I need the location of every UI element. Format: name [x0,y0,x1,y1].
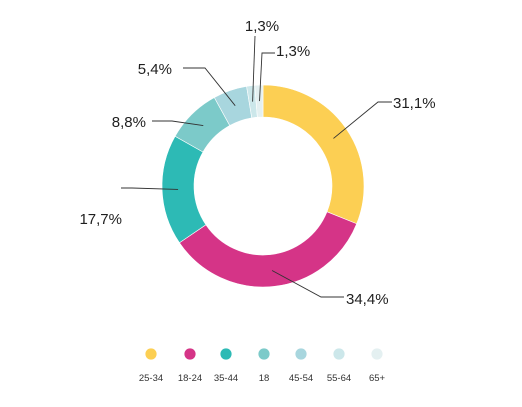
data-label-18: 8,8% [112,114,146,131]
legend-label-25-34: 25-34 [139,373,163,384]
legend-label-18-24: 18-24 [178,373,202,384]
legend-marker-45-54 [295,348,307,360]
leader-line-35-44 [121,187,179,190]
legend-label-35-44: 35-44 [214,373,238,384]
slice-25-34 [262,84,365,225]
slice-18-24 [179,211,358,288]
legend-marker-55-64 [333,348,345,360]
legend-marker-65 [371,348,383,360]
leader-line-18 [152,120,204,126]
data-label-25-34: 31,1% [393,95,436,112]
data-labels: 31,1% 34,4% 17,7% 8,8% 5,4% 1,3% 1,3% [79,18,435,308]
legend-label-45-54: 45-54 [289,373,313,384]
leader-line-55-64 [252,35,256,102]
data-label-35-44: 17,7% [79,211,122,228]
legend-label-55-64: 55-64 [327,373,351,384]
legend-marker-35-44 [220,348,232,360]
legend-marker-18 [258,348,270,360]
legend-marker-18-24 [184,348,196,360]
leader-line-65 [259,52,275,102]
legend-label-65: 65+ [369,373,386,384]
data-label-18-24: 34,4% [346,291,389,308]
donut-slices [161,84,365,288]
leader-line-25-34 [333,101,392,139]
legend-marker-25-34 [145,348,157,360]
legend: 25-34 18-24 35-44 18 45-54 55-64 65+ [139,348,386,384]
data-label-65: 1,3% [276,43,310,60]
data-label-45-54: 5,4% [138,61,172,78]
leader-line-18-24 [271,270,344,298]
slice-65 [254,84,264,118]
legend-label-18: 18 [259,373,270,384]
leader-lines [121,35,392,298]
leader-line-45-54 [183,67,236,106]
data-label-55-64: 1,3% [245,18,279,35]
